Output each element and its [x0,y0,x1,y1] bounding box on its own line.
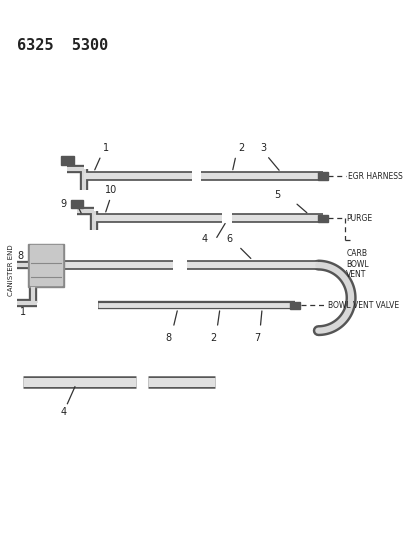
Text: 10: 10 [105,185,117,195]
Bar [71,199,83,208]
Text: 2: 2 [238,143,244,153]
Text: 8: 8 [18,251,24,261]
Bar [28,244,64,287]
Text: 7: 7 [254,333,261,343]
Bar [318,172,328,180]
Text: 1: 1 [20,306,27,317]
Bar [61,156,74,165]
Text: 4: 4 [61,407,67,417]
Bar [318,215,328,222]
Text: 6: 6 [226,235,232,245]
Text: 4: 4 [202,233,208,244]
Text: 5: 5 [275,190,281,199]
Text: PURGE: PURGE [346,214,373,223]
Text: CANISTER END: CANISTER END [8,244,14,296]
Text: 8: 8 [166,333,172,343]
Text: EGR HARNESS: EGR HARNESS [348,172,403,181]
Bar [30,245,62,285]
Bar [290,302,300,309]
Text: 3: 3 [260,143,266,153]
Text: 2: 2 [211,333,217,343]
Text: 9: 9 [60,199,66,209]
Text: BOWL VENT VALVE: BOWL VENT VALVE [328,301,399,310]
Text: 1: 1 [103,143,109,153]
Text: CARB
BOWL
VENT: CARB BOWL VENT [346,249,369,279]
Text: 6325  5300: 6325 5300 [17,38,108,53]
